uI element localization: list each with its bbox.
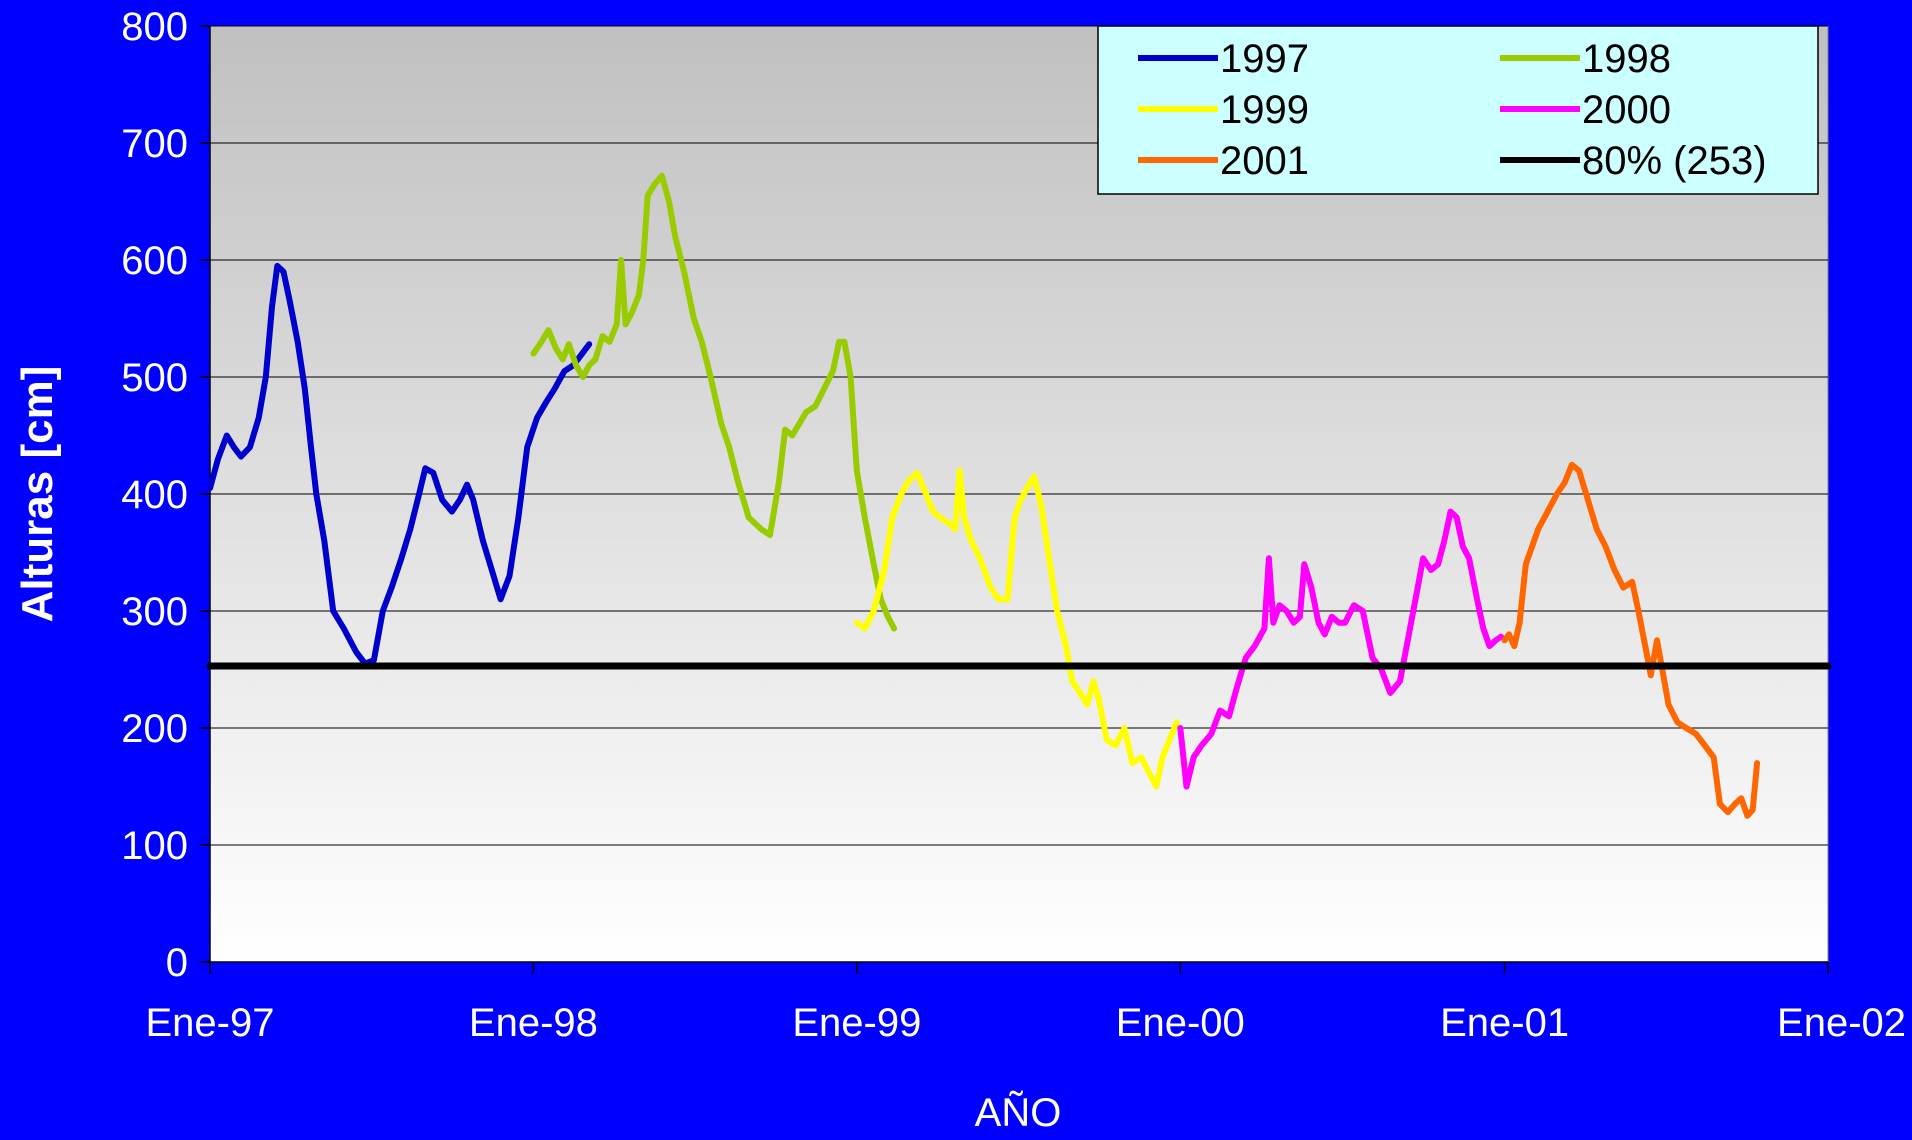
x-tick-label: Ene-99 [792,1001,921,1045]
y-tick-label: 500 [121,356,188,400]
x-tick-label: Ene-97 [146,1001,275,1045]
y-tick-label: 700 [121,122,188,166]
series-line-1999 [853,467,1180,790]
x-tick-label: Ene-01 [1440,1001,1569,1045]
y-tick-label: 0 [166,941,188,985]
x-tick-label: Ene-00 [1116,1001,1245,1045]
series-line-1997 [207,262,593,667]
y-tick-label: 100 [121,824,188,868]
x-axis-label: AÑO [975,1090,1062,1135]
y-tick-label: 300 [121,590,188,634]
y-tick-label: 400 [121,473,188,517]
series-line-2001 [1501,461,1761,819]
axes: 0 100 200 300 400 500 600 700 800 Ene-97 Ene-98 Ene… [121,5,1906,1045]
y-axis-label: Alturas [cm] [13,366,62,623]
y-tick-label: 800 [121,5,188,49]
legend-label: 1999 [1220,88,1309,132]
x-tick-label: Ene-02 [1777,1001,1906,1045]
legend-label: 2000 [1582,88,1671,132]
x-tick-label: Ene-98 [469,1001,598,1045]
legend-label: 80% (253) [1582,139,1767,183]
legend-label: 1998 [1582,37,1671,81]
legend: 1997 1998 1999 2000 2001 80% (253) [1097,25,1819,195]
series-line-1998 [530,172,898,632]
legend-label: 2001 [1220,139,1309,183]
legend-label: 1997 [1220,37,1309,81]
y-tick-label: 600 [121,239,188,283]
series-lines [206,172,1832,819]
series-line-2000 [1177,508,1504,790]
y-tick-label: 200 [121,707,188,751]
